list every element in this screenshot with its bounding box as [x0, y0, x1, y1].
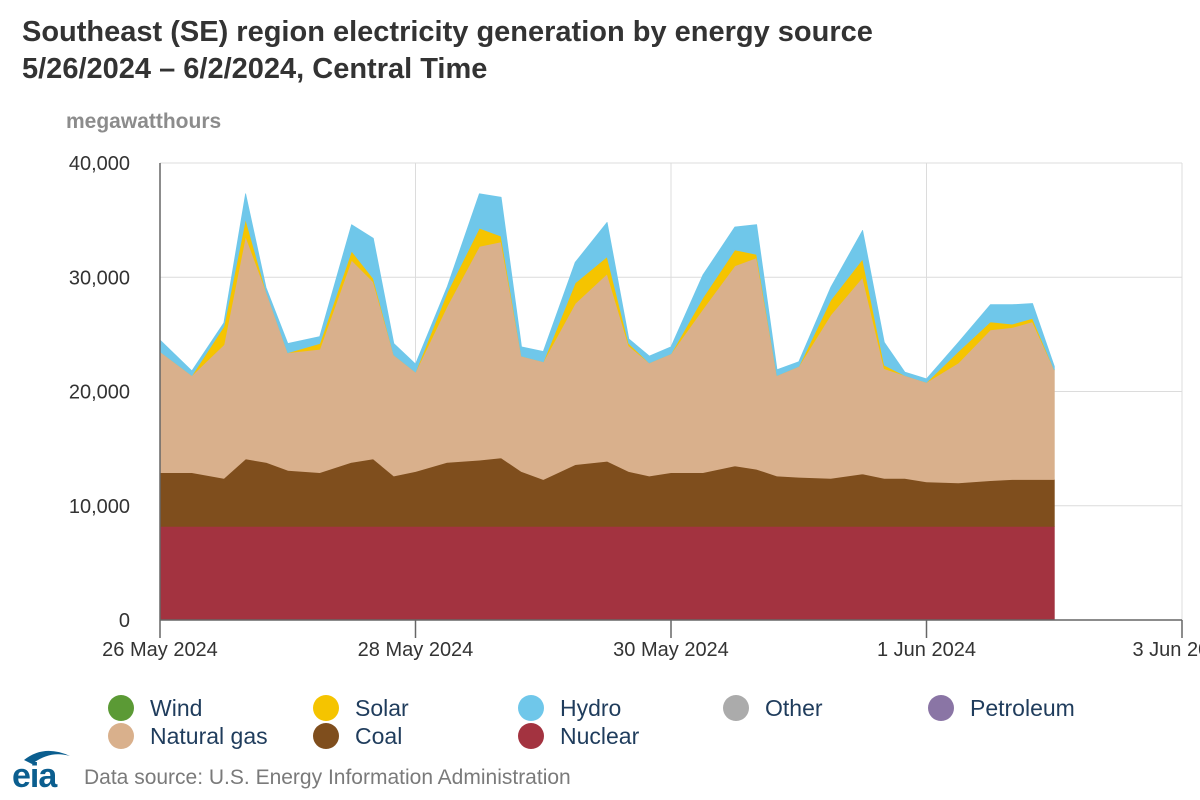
- legend-swatch-icon: [108, 695, 134, 721]
- eia-logo-text: eia: [12, 757, 57, 795]
- legend-label: Coal: [355, 722, 403, 749]
- eia-logo-swoosh-icon: [24, 750, 70, 764]
- legend-swatch-icon: [518, 695, 544, 721]
- legend-item[interactable]: Solar: [313, 694, 409, 722]
- legend-item[interactable]: Wind: [108, 694, 202, 722]
- x-tick-label: 30 May 2024: [613, 639, 729, 661]
- x-tick-label: 26 May 2024: [102, 639, 218, 661]
- y-tick-label: 40,000: [69, 153, 130, 175]
- legend-item[interactable]: Natural gas: [108, 722, 268, 750]
- chart-title-line2: 5/26/2024 – 6/2/2024, Central Time: [22, 53, 488, 85]
- legend-swatch-icon: [518, 723, 544, 749]
- legend-label: Nuclear: [560, 722, 640, 749]
- x-tick-label: 1 Jun 2024: [877, 639, 976, 661]
- legend-item[interactable]: Other: [723, 694, 823, 722]
- area-nuclear: [159, 525, 1055, 621]
- legend-label: Wind: [150, 694, 203, 721]
- series-areas: [159, 193, 1055, 621]
- y-tick-label: 0: [119, 610, 130, 632]
- legend-item[interactable]: Nuclear: [518, 722, 639, 750]
- legend-label: Petroleum: [970, 694, 1075, 721]
- legend-swatch-icon: [108, 723, 134, 749]
- legend-label: Hydro: [560, 694, 622, 721]
- legend-item[interactable]: Hydro: [518, 694, 621, 722]
- legend-label: Other: [765, 694, 823, 721]
- legend-item[interactable]: Coal: [313, 722, 402, 750]
- data-source-text: Data source: U.S. Energy Information Adm…: [84, 766, 571, 789]
- eia-logo: eia: [10, 746, 80, 795]
- legend-item[interactable]: Petroleum: [928, 694, 1075, 722]
- y-tick-label: 30,000: [69, 267, 130, 289]
- y-axis-unit-label: megawatthours: [66, 110, 222, 133]
- legend: Wind Solar Hydro Other Petroleum Natural gas C…: [108, 694, 1168, 754]
- y-tick-label: 20,000: [69, 382, 130, 404]
- footer: eia Data source: U.S. Energy Information…: [10, 744, 571, 795]
- legend-swatch-icon: [723, 695, 749, 721]
- legend-label: Solar: [355, 694, 409, 721]
- axes: 0 10,000 20,000 30,000 40,000 26 May 2024 28 M…: [69, 153, 1200, 661]
- legend-swatch-icon: [313, 723, 339, 749]
- area-hydro: [159, 193, 1055, 383]
- legend-swatch-icon: [928, 695, 954, 721]
- legend-swatch-icon: [313, 695, 339, 721]
- x-tick-label: 28 May 2024: [358, 639, 474, 661]
- chart-title: Southeast (SE) region electricity genera…: [22, 14, 873, 88]
- chart-title-line1: Southeast (SE) region electricity genera…: [22, 16, 873, 48]
- legend-label: Natural gas: [150, 722, 268, 749]
- y-tick-label: 10,000: [69, 496, 130, 518]
- x-tick-label: 3 Jun 2024: [1133, 639, 1200, 661]
